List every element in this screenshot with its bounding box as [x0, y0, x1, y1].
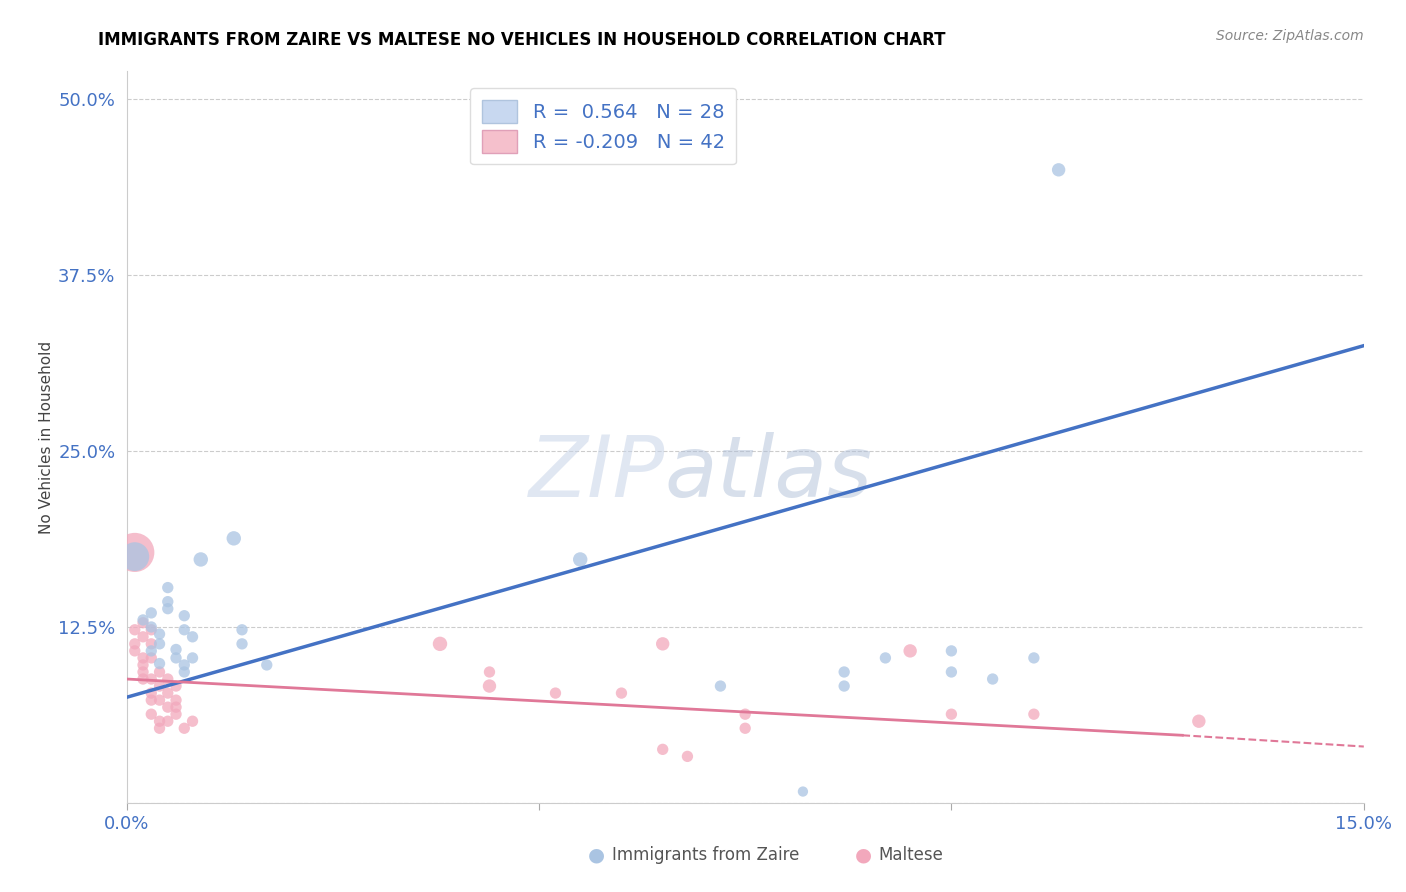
- Point: [651, 637, 673, 651]
- Point: [132, 657, 155, 672]
- Point: [941, 707, 963, 722]
- Point: [156, 595, 179, 609]
- Point: [832, 665, 855, 679]
- Point: [231, 623, 253, 637]
- Point: [148, 714, 170, 729]
- Point: [256, 657, 278, 672]
- Point: [156, 601, 179, 615]
- Point: [832, 679, 855, 693]
- Point: [981, 672, 1004, 686]
- Point: [222, 532, 245, 546]
- Point: [173, 608, 195, 623]
- Point: [181, 630, 204, 644]
- Point: [148, 693, 170, 707]
- Point: [1022, 707, 1045, 722]
- Point: [569, 552, 592, 566]
- Point: [792, 784, 814, 798]
- Point: [148, 637, 170, 651]
- Text: ●: ●: [855, 845, 872, 864]
- Point: [124, 637, 146, 651]
- Point: [165, 700, 187, 714]
- Point: [173, 623, 195, 637]
- Point: [132, 630, 155, 644]
- Y-axis label: No Vehicles in Household: No Vehicles in Household: [39, 341, 55, 533]
- Point: [898, 644, 921, 658]
- Point: [165, 642, 187, 657]
- Point: [165, 651, 187, 665]
- Point: [734, 707, 756, 722]
- Text: ZIP: ZIP: [529, 432, 665, 516]
- Point: [165, 707, 187, 722]
- Point: [156, 686, 179, 700]
- Legend: R =  0.564   N = 28, R = -0.209   N = 42: R = 0.564 N = 28, R = -0.209 N = 42: [471, 88, 737, 164]
- Point: [544, 686, 567, 700]
- Point: [148, 665, 170, 679]
- Point: [132, 672, 155, 686]
- Point: [148, 657, 170, 671]
- Point: [941, 665, 963, 679]
- Point: [132, 665, 155, 679]
- Text: Maltese: Maltese: [879, 846, 943, 863]
- Point: [124, 623, 146, 637]
- Point: [141, 606, 163, 620]
- Point: [132, 615, 155, 630]
- Point: [141, 672, 163, 686]
- Point: [231, 637, 253, 651]
- Point: [478, 665, 501, 679]
- Text: Immigrants from Zaire: Immigrants from Zaire: [612, 846, 799, 863]
- Point: [709, 679, 731, 693]
- Point: [148, 627, 170, 641]
- Point: [173, 657, 195, 672]
- Point: [429, 637, 451, 651]
- Text: IMMIGRANTS FROM ZAIRE VS MALTESE NO VEHICLES IN HOUSEHOLD CORRELATION CHART: IMMIGRANTS FROM ZAIRE VS MALTESE NO VEHI…: [98, 31, 946, 49]
- Text: atlas: atlas: [665, 432, 873, 516]
- Text: Source: ZipAtlas.com: Source: ZipAtlas.com: [1216, 29, 1364, 43]
- Point: [1188, 714, 1211, 729]
- Point: [173, 721, 195, 735]
- Point: [141, 693, 163, 707]
- Point: [1022, 651, 1045, 665]
- Point: [132, 613, 155, 627]
- Point: [141, 651, 163, 665]
- Point: [132, 651, 155, 665]
- Point: [610, 686, 633, 700]
- Point: [190, 552, 212, 566]
- Point: [941, 644, 963, 658]
- Point: [181, 651, 204, 665]
- Point: [141, 637, 163, 651]
- Point: [181, 714, 204, 729]
- Point: [124, 644, 146, 658]
- Point: [1047, 162, 1070, 177]
- Point: [141, 707, 163, 722]
- Point: [875, 651, 897, 665]
- Point: [141, 620, 163, 634]
- Point: [165, 679, 187, 693]
- Point: [141, 686, 163, 700]
- Point: [148, 721, 170, 735]
- Point: [156, 672, 179, 686]
- Point: [165, 693, 187, 707]
- Point: [478, 679, 501, 693]
- Point: [156, 714, 179, 729]
- Point: [156, 581, 179, 595]
- Point: [124, 545, 146, 559]
- Point: [173, 665, 195, 679]
- Point: [141, 623, 163, 637]
- Text: ●: ●: [588, 845, 605, 864]
- Point: [156, 700, 179, 714]
- Point: [141, 644, 163, 658]
- Point: [651, 742, 673, 756]
- Point: [676, 749, 699, 764]
- Point: [148, 679, 170, 693]
- Point: [734, 721, 756, 735]
- Point: [124, 549, 146, 564]
